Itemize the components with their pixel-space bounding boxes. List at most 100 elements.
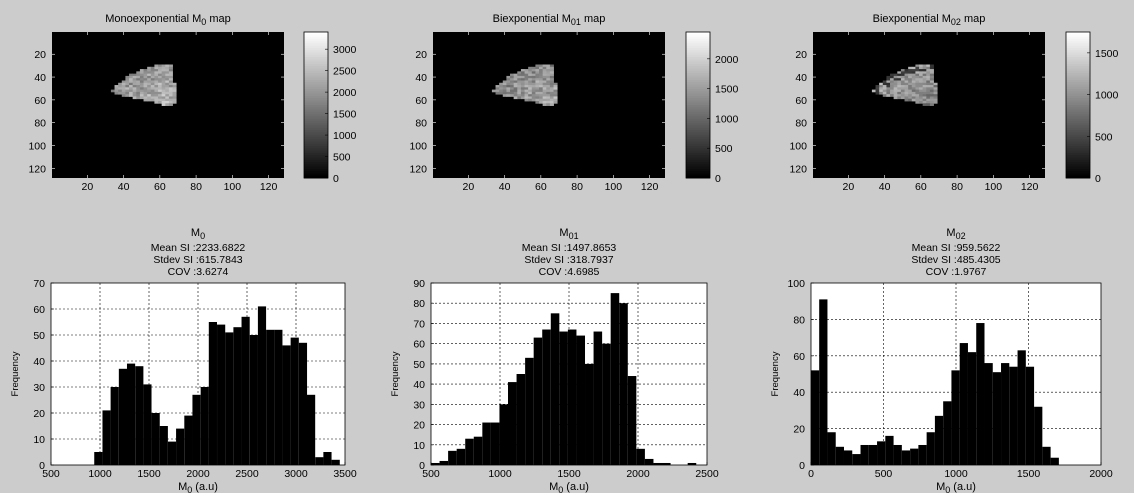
colorbar-band	[686, 32, 710, 35]
map-region-pixel	[147, 69, 152, 72]
colorbar-band	[686, 59, 710, 63]
map-region-pixel	[118, 87, 123, 91]
map-y-tick-label: 60	[795, 95, 807, 107]
map-region-pixel	[933, 87, 938, 91]
colorbar-band	[1066, 134, 1090, 138]
map-region-pixel	[933, 91, 938, 95]
map-region-pixel	[908, 96, 913, 100]
histogram-bar	[992, 372, 1002, 465]
map-region-pixel	[520, 91, 525, 95]
histogram-x-tick-label: 1500	[1017, 468, 1041, 480]
map-region-pixel	[908, 66, 913, 70]
colorbar-band	[304, 82, 328, 85]
map-region-pixel	[517, 96, 522, 100]
histogram-xlabel-main: M	[936, 481, 945, 493]
colorbar-band	[1066, 130, 1090, 133]
map-region-pixel	[150, 96, 155, 100]
map-region-pixel	[161, 71, 166, 75]
colorbar-band	[686, 36, 710, 40]
map-region-pixel	[139, 71, 144, 75]
histogram-x-tick-label: 1000	[488, 468, 512, 480]
map-region-pixel	[136, 73, 141, 77]
map-region-pixel	[535, 71, 540, 75]
map-region-pixel	[154, 73, 159, 77]
colorbar-band	[1066, 118, 1090, 122]
map-region-pixel	[154, 89, 159, 93]
map-x-tick-label: 120	[1021, 181, 1039, 193]
colorbar-band	[686, 66, 710, 69]
colorbar-tick-label: 2000	[715, 54, 739, 66]
histogram-x-tick-label: 2500	[695, 468, 719, 480]
map-region-pixel	[132, 85, 137, 88]
histogram-bar	[135, 366, 144, 465]
map-region-pixel	[546, 71, 551, 75]
map-region-pixel	[150, 73, 155, 77]
map-region-pixel	[539, 82, 544, 86]
map-region-pixel	[161, 82, 166, 86]
map-region-pixel	[542, 82, 547, 86]
map-region-pixel	[168, 87, 173, 91]
colorbar-band	[686, 150, 710, 154]
colorbar-band	[686, 70, 710, 74]
map-region-pixel	[922, 89, 927, 93]
histogram-bar	[266, 329, 275, 465]
map-region-pixel	[922, 80, 927, 84]
map-region-pixel	[911, 66, 916, 70]
map-region-pixel	[513, 94, 518, 97]
map-region-pixel	[886, 75, 891, 79]
map-region-pixel	[495, 89, 500, 93]
map-region-pixel	[502, 80, 507, 84]
map-region-pixel	[539, 73, 544, 77]
colorbar-band	[304, 57, 328, 60]
map-region-pixel	[129, 73, 134, 77]
map-title-main: Monoexponential M	[105, 13, 201, 25]
map-region-pixel	[524, 73, 529, 77]
colorbar-band	[1066, 102, 1090, 106]
colorbar-band	[686, 98, 710, 101]
colorbar-band	[686, 132, 710, 136]
map-region-pixel	[495, 91, 500, 95]
colorbar-band	[686, 171, 710, 174]
histogram-bar	[159, 426, 168, 465]
map-region-pixel	[520, 69, 525, 72]
colorbar-band	[1066, 82, 1090, 85]
histogram-x-tick-label: 1500	[137, 468, 161, 480]
map-region-pixel	[520, 71, 525, 75]
colorbar-band	[686, 82, 710, 85]
map-title-subscript: 0	[201, 17, 206, 27]
colorbar-band	[686, 75, 710, 79]
map-region-pixel	[495, 87, 500, 91]
map-region-pixel	[524, 82, 529, 86]
map-x-tick-label: 40	[879, 181, 891, 193]
map-region-pixel	[520, 75, 525, 79]
map-region-pixel	[929, 94, 934, 97]
map-region-pixel	[542, 80, 547, 84]
map-region-pixel	[886, 82, 891, 86]
histogram-bar	[241, 316, 250, 465]
colorbar-band	[686, 164, 710, 168]
colorbar-band	[686, 141, 710, 145]
map-region-pixel	[549, 87, 554, 91]
map-region-pixel	[546, 85, 551, 88]
map-region-pixel	[154, 82, 159, 86]
histogram-bar	[610, 293, 620, 465]
map-region-pixel	[125, 82, 130, 86]
map-title-tail: map	[581, 13, 605, 25]
map-region-pixel	[154, 101, 159, 104]
map-region-pixel	[531, 71, 536, 75]
colorbar-band	[304, 132, 328, 136]
histogram-bar	[525, 357, 534, 465]
map-region-pixel	[890, 73, 895, 77]
map-region-pixel	[161, 75, 166, 79]
histogram-y-tick-label: 20	[413, 420, 425, 432]
map-region-pixel	[919, 78, 924, 81]
histogram-title-subscript: 0	[200, 231, 205, 241]
histogram-ylabel: Frequency	[10, 351, 21, 396]
histogram-y-tick-label: 60	[413, 339, 425, 351]
map-region-pixel	[118, 89, 123, 93]
map-region-pixel	[528, 96, 533, 100]
map-region-pixel	[546, 96, 551, 100]
map-region-pixel	[531, 80, 536, 84]
map-region-pixel	[915, 66, 920, 70]
